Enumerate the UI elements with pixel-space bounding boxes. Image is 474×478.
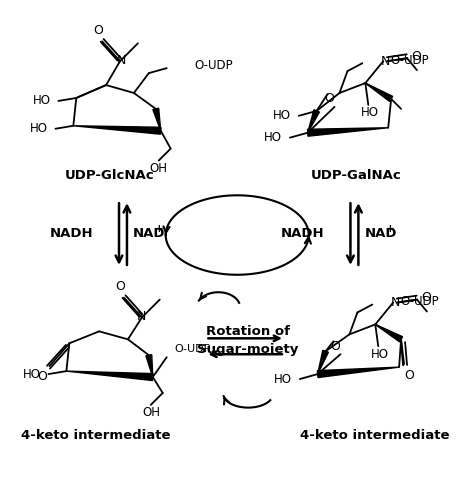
Text: O: O xyxy=(115,280,125,293)
Text: Rotation of: Rotation of xyxy=(206,325,290,338)
Polygon shape xyxy=(318,350,328,374)
Polygon shape xyxy=(308,128,388,136)
Polygon shape xyxy=(375,325,402,342)
Text: O: O xyxy=(37,369,47,382)
Text: 4-keto intermediate: 4-keto intermediate xyxy=(300,429,449,442)
Text: Sugar-moiety: Sugar-moiety xyxy=(198,343,299,356)
Text: OH: OH xyxy=(150,162,168,175)
Polygon shape xyxy=(153,108,161,131)
Text: O: O xyxy=(325,92,335,106)
Text: 4-keto intermediate: 4-keto intermediate xyxy=(21,429,171,442)
Polygon shape xyxy=(146,355,153,377)
Text: O: O xyxy=(93,24,103,37)
Polygon shape xyxy=(308,110,319,133)
Text: HO: HO xyxy=(361,107,379,120)
Text: +: + xyxy=(386,224,395,234)
Text: HO: HO xyxy=(264,131,282,144)
Text: HO: HO xyxy=(23,368,41,380)
Polygon shape xyxy=(318,367,399,378)
Text: UDP-GlcNAc: UDP-GlcNAc xyxy=(64,169,154,182)
Text: NAD: NAD xyxy=(133,227,165,239)
Text: N: N xyxy=(381,54,390,68)
Text: HO: HO xyxy=(33,95,50,108)
Text: HO: HO xyxy=(29,122,47,135)
Text: NAD: NAD xyxy=(365,227,397,239)
Text: O-UDP: O-UDP xyxy=(390,54,429,67)
Text: HO: HO xyxy=(273,109,291,122)
Text: O: O xyxy=(421,291,431,304)
Text: N: N xyxy=(391,296,400,309)
Text: O-UDP: O-UDP xyxy=(400,295,439,308)
Text: UDP-GalNAc: UDP-GalNAc xyxy=(311,169,402,182)
Text: O: O xyxy=(411,50,421,63)
Text: O-UDP: O-UDP xyxy=(174,344,211,354)
Text: HO: HO xyxy=(371,348,389,361)
Text: O: O xyxy=(404,369,414,381)
Text: NADH: NADH xyxy=(281,227,325,239)
Polygon shape xyxy=(66,371,153,380)
Text: HO: HO xyxy=(274,372,292,386)
Text: N: N xyxy=(116,54,126,67)
Text: OH: OH xyxy=(143,406,161,419)
Text: O: O xyxy=(330,340,340,353)
Polygon shape xyxy=(365,83,393,101)
Text: NADH: NADH xyxy=(50,227,93,239)
Text: N: N xyxy=(137,310,146,323)
Text: O-UDP: O-UDP xyxy=(194,59,233,72)
Text: +: + xyxy=(155,224,164,234)
Polygon shape xyxy=(73,126,161,134)
